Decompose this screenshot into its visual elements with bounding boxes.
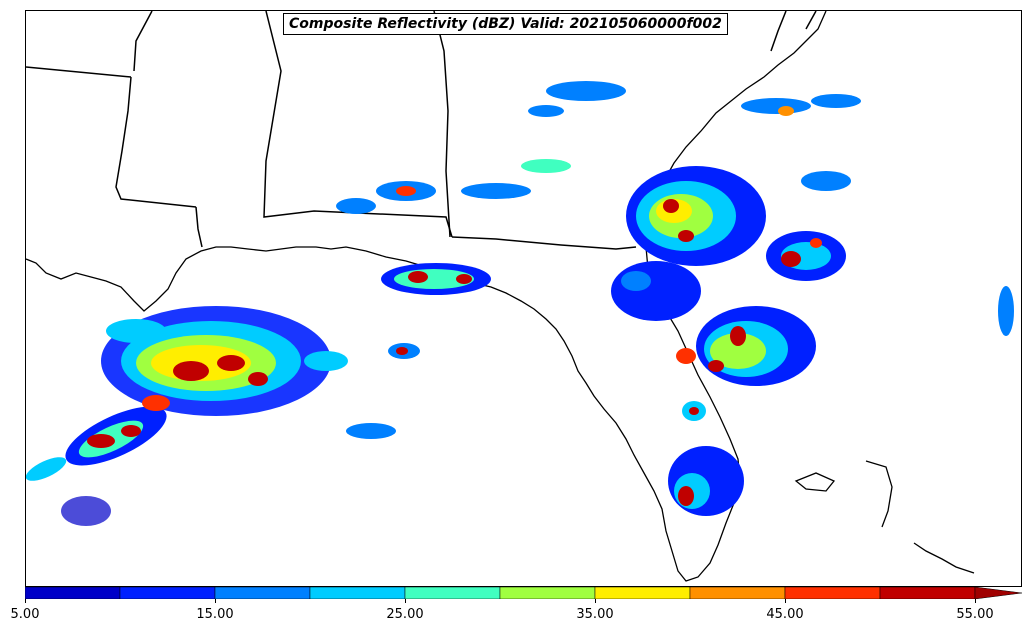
colorbar-segment [119, 587, 216, 599]
map-title: Composite Reflectivity (dBZ) Valid: 2021… [283, 13, 728, 35]
colorbar-segment [689, 587, 786, 599]
colorbar-extend-arrow [974, 587, 1023, 599]
colorbar-segment [404, 587, 501, 599]
colorbar-label: 45.00 [766, 607, 804, 622]
colorbar-segment [25, 587, 121, 599]
colorbar-tick [595, 599, 596, 603]
colorbar-label: 35.00 [576, 607, 614, 622]
colorbar-tick [405, 599, 406, 603]
colorbar-segments [25, 587, 1023, 599]
colorbar-tick [975, 599, 976, 603]
colorbar-segment [784, 587, 881, 599]
colorbar [25, 587, 1023, 599]
state-borders [26, 11, 817, 250]
colorbar-segment [499, 587, 596, 599]
colorbar-segment [309, 587, 406, 599]
colorbar-label: 25.00 [386, 607, 424, 622]
reflectivity-map [26, 11, 1014, 582]
colorbar-segment [214, 587, 311, 599]
colorbar-label: 5.00 [10, 607, 40, 622]
colorbar-tick [25, 599, 26, 603]
map-panel [25, 10, 1022, 587]
radar-echoes [26, 81, 1014, 526]
colorbar-tick [215, 599, 216, 603]
colorbar-segment [594, 587, 691, 599]
colorbar-tick [785, 599, 786, 603]
colorbar-label: 15.00 [196, 607, 234, 622]
colorbar-label: 55.00 [956, 607, 994, 622]
colorbar-segment [879, 587, 976, 599]
